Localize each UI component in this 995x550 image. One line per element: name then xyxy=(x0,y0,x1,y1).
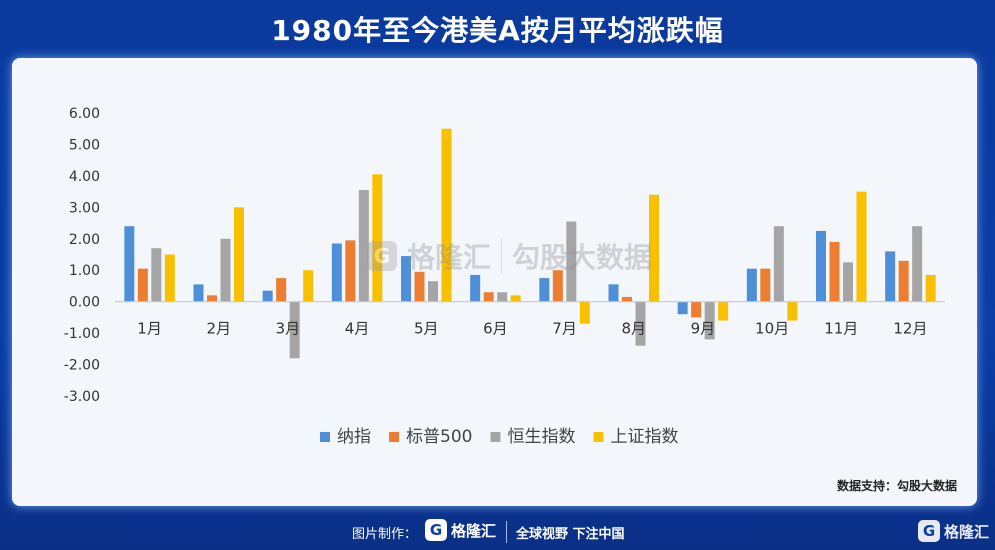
bar-恒生指数-7月 xyxy=(566,221,577,302)
legend-label-恒生指数: 恒生指数 xyxy=(507,427,575,447)
bar-标普500-11月 xyxy=(829,241,840,302)
bar-标普500-2月 xyxy=(207,295,217,302)
corner-logo-icon: G xyxy=(917,520,940,542)
legend-swatch-纳指 xyxy=(320,432,330,442)
bar-纳指-9月 xyxy=(677,301,688,315)
x-tick-label: 5月 xyxy=(414,320,439,338)
y-tick-label: -1.00 xyxy=(64,326,100,342)
bar-恒生指数-1月 xyxy=(151,248,162,302)
bar-标普500-8月 xyxy=(622,296,632,302)
bar-恒生指数-11月 xyxy=(843,262,853,302)
bar-恒生指数-8月 xyxy=(635,301,646,346)
footer-brand: 格隆汇 xyxy=(451,521,497,540)
bar-标普500-4月 xyxy=(345,240,356,302)
x-tick-label: 12月 xyxy=(893,320,927,338)
chart-panel: G 格隆汇 勾股大数据 6.00 5.00 4.00 3.00 2.00 1.00 0.00… xyxy=(12,58,977,506)
y-tick-label: -2.00 xyxy=(64,358,100,374)
bar-纳指-5月 xyxy=(401,256,411,302)
made-by-label: 图片制作： xyxy=(352,527,418,542)
bar-上证指数-12月 xyxy=(925,274,936,302)
bar-恒生指数-6月 xyxy=(497,292,508,302)
x-tick-label: 11月 xyxy=(824,320,858,338)
bar-纳指-3月 xyxy=(262,290,273,302)
footer-logo: G 格隆汇 xyxy=(425,519,496,541)
bar-纳指-1月 xyxy=(124,226,135,302)
bar-标普500-9月 xyxy=(691,301,702,318)
bar-上证指数-3月 xyxy=(303,270,314,302)
bar-恒生指数-3月 xyxy=(289,301,300,359)
bar-纳指-11月 xyxy=(816,230,826,302)
x-tick-label: 6月 xyxy=(483,320,508,338)
bar-恒生指数-9月 xyxy=(704,301,715,340)
bar-恒生指数-12月 xyxy=(912,226,923,302)
corner-brand: 格隆汇 xyxy=(943,522,989,541)
y-tick-label: 6.00 xyxy=(69,106,100,122)
bar-上证指数-5月 xyxy=(441,128,452,302)
bar-chart: 6.00 5.00 4.00 3.00 2.00 1.00 0.00 -1.00 -2.00 -3… xyxy=(64,106,945,447)
x-tick-label: 2月 xyxy=(206,320,231,338)
legend-label-上证指数: 上证指数 xyxy=(610,427,678,447)
bar-上证指数-2月 xyxy=(234,207,244,302)
bar-纳指-8月 xyxy=(608,284,619,302)
bar-恒生指数-4月 xyxy=(358,190,369,302)
bar-上证指数-10月 xyxy=(787,301,798,321)
bar-标普500-3月 xyxy=(276,278,287,302)
watermark-logo-icon: G xyxy=(367,241,397,271)
x-tick-label: 9月 xyxy=(691,320,716,338)
bar-标普500-12月 xyxy=(898,260,909,302)
bar-纳指-12月 xyxy=(885,251,896,302)
bar-上证指数-11月 xyxy=(856,191,867,302)
y-tick-label: 0.00 xyxy=(69,295,100,311)
bar-标普500-7月 xyxy=(552,270,563,302)
bar-纳指-6月 xyxy=(470,274,481,302)
bar-上证指数-1月 xyxy=(164,254,175,302)
watermark-divider xyxy=(501,238,503,274)
footer-slogan: 全球视野 下注中国 xyxy=(516,527,625,542)
x-tick-label: 8月 xyxy=(621,320,646,338)
x-tick-label: 4月 xyxy=(345,320,370,338)
x-tick-label: 10月 xyxy=(755,320,789,338)
bar-标普500-6月 xyxy=(483,292,494,302)
y-tick-label: 1.00 xyxy=(69,263,100,279)
bar-上证指数-4月 xyxy=(372,174,383,302)
bar-上证指数-7月 xyxy=(579,301,590,324)
y-tick-label: 5.00 xyxy=(69,137,100,153)
data-source-note: 数据支持：勾股大数据 xyxy=(836,479,957,493)
y-tick-label: -3.00 xyxy=(64,389,100,405)
page-title: 1980年至今港美A按月平均涨跌幅 xyxy=(271,14,724,47)
legend-swatch-上证指数 xyxy=(593,432,604,442)
bar-恒生指数-10月 xyxy=(773,226,784,302)
bar-纳指-4月 xyxy=(331,243,342,302)
bar-上证指数-9月 xyxy=(718,301,729,321)
y-tick-label: 2.00 xyxy=(69,232,100,248)
watermark: G 格隆汇 勾股大数据 xyxy=(367,236,652,276)
bar-上证指数-6月 xyxy=(510,295,521,302)
legend-swatch-标普500 xyxy=(389,432,399,442)
legend-label-纳指: 纳指 xyxy=(337,427,371,447)
y-tick-label: 3.00 xyxy=(69,200,100,216)
bar-标普500-1月 xyxy=(137,268,148,302)
brand-logo-icon: G xyxy=(425,519,447,541)
footer-bar: 图片制作： G 格隆汇 全球视野 下注中国 G 格隆汇 xyxy=(0,515,995,550)
bar-纳指-10月 xyxy=(746,268,757,302)
bar-标普500-10月 xyxy=(760,268,771,302)
bar-标普500-5月 xyxy=(414,271,425,302)
footer-divider xyxy=(506,521,507,543)
y-tick-label: 4.00 xyxy=(69,169,100,185)
watermark-brand: 格隆汇 xyxy=(407,241,492,274)
x-tick-label: 3月 xyxy=(276,320,301,338)
bar-上证指数-8月 xyxy=(649,194,659,302)
legend-label-标普500: 标普500 xyxy=(406,427,472,447)
watermark-brand-secondary: 勾股大数据 xyxy=(512,241,653,274)
legend-swatch-恒生指数 xyxy=(490,432,501,442)
x-tick-label: 7月 xyxy=(552,320,577,338)
bar-恒生指数-5月 xyxy=(428,281,438,302)
bar-恒生指数-2月 xyxy=(220,238,231,302)
bar-纳指-2月 xyxy=(193,284,204,302)
x-tick-label: 1月 xyxy=(137,320,162,338)
corner-logo: G 格隆汇 xyxy=(917,520,989,542)
bar-纳指-7月 xyxy=(539,278,550,302)
